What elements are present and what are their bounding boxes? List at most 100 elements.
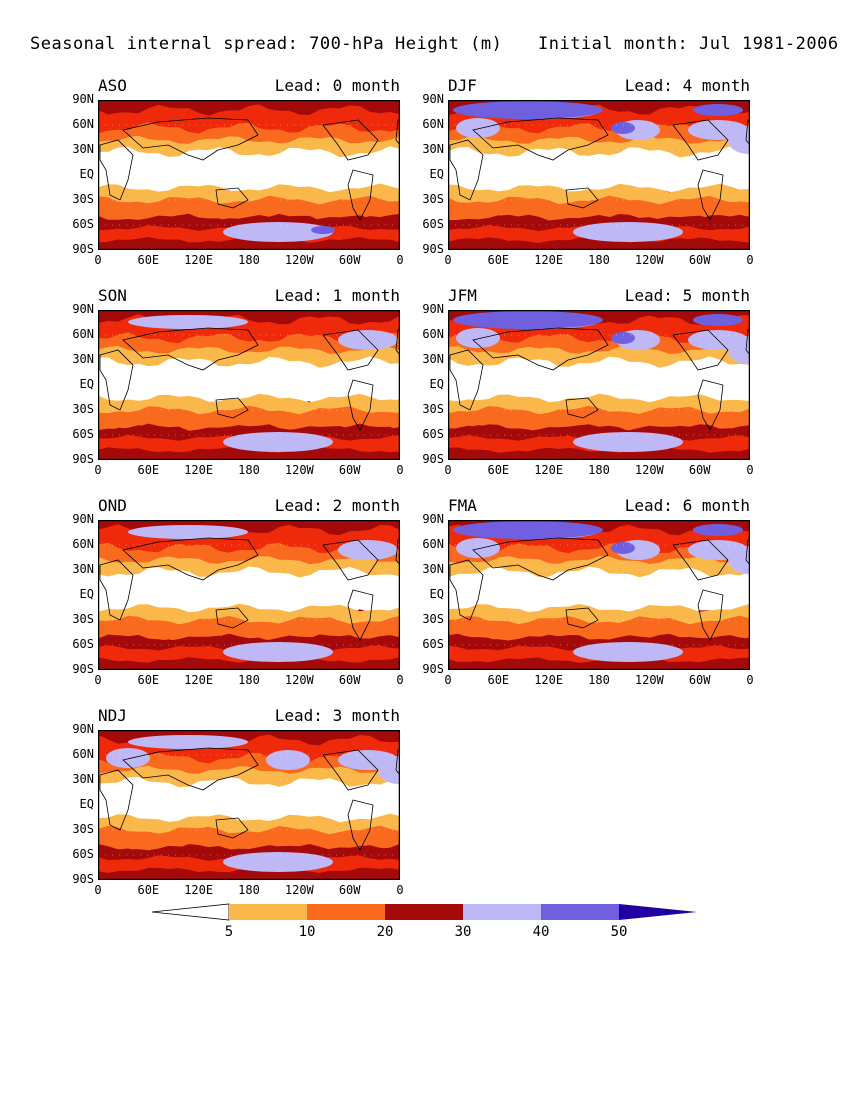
lat-tick-label: 60N [72, 537, 94, 551]
lon-tick-label: 120W [284, 463, 314, 477]
lon-tick-label: 60W [338, 463, 361, 477]
lon-tick-label: 120E [184, 883, 214, 897]
lon-tick-label: 0 [444, 673, 452, 687]
lon-tick-label: 180 [588, 463, 610, 477]
lat-tick-label: 30S [72, 192, 94, 206]
lat-tick-label: 60S [72, 847, 94, 861]
lat-tick-label: 60S [422, 637, 444, 651]
lat-tick-label: 90N [72, 722, 94, 736]
lat-tick-label: 60N [72, 747, 94, 761]
lon-tick-label: 0 [746, 463, 754, 477]
lon-tick-label: 0 [94, 253, 102, 267]
lon-tick-label: 180 [238, 883, 260, 897]
panel-season-label: ASO [98, 76, 127, 95]
lat-tick-label: 30N [72, 562, 94, 576]
lon-tick-label: 60E [137, 463, 160, 477]
lon-tick-label: 60W [688, 673, 711, 687]
spread-map [98, 100, 400, 250]
spread-map [98, 730, 400, 880]
lon-tick-label: 0 [746, 253, 754, 267]
lon-tick-label: 120W [634, 673, 664, 687]
lat-tick-label: 30S [422, 612, 444, 626]
lat-tick-label: 60N [422, 117, 444, 131]
lon-tick-label: 60W [688, 253, 711, 267]
lon-tick-label: 120E [184, 463, 214, 477]
lon-tick-label: 120E [534, 673, 564, 687]
figure-title: Seasonal internal spread: 700-hPa Height… [30, 34, 503, 54]
lat-tick-label: 90S [422, 662, 444, 676]
lon-tick-label: 180 [588, 253, 610, 267]
lon-tick-label: 0 [444, 253, 452, 267]
lat-tick-label: 30N [72, 352, 94, 366]
lon-tick-label: 120E [184, 673, 214, 687]
lon-tick-label: 180 [238, 673, 260, 687]
lat-tick-label: 90S [422, 242, 444, 256]
lat-tick-label: 60N [72, 327, 94, 341]
spread-map [448, 100, 750, 250]
lat-tick-label: 60N [422, 537, 444, 551]
lat-tick-label: 90N [422, 92, 444, 106]
lat-tick-label: EQ [79, 167, 94, 181]
lat-tick-label: 30N [422, 352, 444, 366]
map-panel-aso: ASO Lead: 0 month [98, 76, 400, 250]
lon-tick-label: 120E [534, 253, 564, 267]
map-panel-ndj: NDJ Lead: 3 month [98, 706, 400, 880]
lat-tick-label: 90S [72, 662, 94, 676]
panel-lead-label: Lead: 3 month [274, 706, 400, 725]
lat-tick-label: 90N [422, 302, 444, 316]
lat-tick-label: 30S [422, 192, 444, 206]
lon-tick-label: 60W [338, 253, 361, 267]
panel-season-label: SON [98, 286, 127, 305]
lon-tick-label: 0 [746, 673, 754, 687]
lon-tick-label: 120W [284, 883, 314, 897]
lon-tick-label: 60E [487, 673, 510, 687]
lon-tick-label: 120E [184, 253, 214, 267]
lat-tick-label: EQ [79, 377, 94, 391]
lat-tick-label: EQ [429, 167, 444, 181]
lat-tick-label: 60S [422, 217, 444, 231]
panel-season-label: FMA [448, 496, 477, 515]
lon-tick-label: 60E [487, 253, 510, 267]
spread-map [98, 520, 400, 670]
panel-lead-label: Lead: 1 month [274, 286, 400, 305]
lat-tick-label: 90N [72, 92, 94, 106]
lon-tick-label: 0 [396, 673, 404, 687]
colorbar-segment [463, 904, 541, 920]
lon-tick-label: 120E [534, 463, 564, 477]
lon-tick-label: 60E [137, 673, 160, 687]
lon-tick-label: 0 [94, 883, 102, 897]
colorbar-low-arrow [151, 903, 230, 921]
lat-tick-label: 90N [422, 512, 444, 526]
lon-tick-label: 60E [137, 883, 160, 897]
spread-map [98, 310, 400, 460]
colorbar-segment [385, 904, 463, 920]
panel-lead-label: Lead: 6 month [624, 496, 750, 515]
lat-tick-label: 30S [422, 402, 444, 416]
panel-season-label: NDJ [98, 706, 127, 725]
lat-tick-label: 30N [72, 142, 94, 156]
lon-tick-label: 60E [487, 463, 510, 477]
lat-tick-label: 60N [422, 327, 444, 341]
lon-tick-label: 120W [634, 253, 664, 267]
lon-tick-label: 0 [94, 673, 102, 687]
lat-tick-label: 30N [422, 562, 444, 576]
lat-tick-label: 60S [72, 217, 94, 231]
lon-tick-label: 60W [688, 463, 711, 477]
lon-tick-label: 0 [396, 463, 404, 477]
map-panel-ond: OND Lead: 2 month [98, 496, 400, 670]
lon-tick-label: 60W [338, 673, 361, 687]
lat-tick-label: 30S [72, 402, 94, 416]
colorbar [151, 903, 697, 921]
spread-map [448, 520, 750, 670]
colorbar-tick-label: 50 [610, 924, 628, 940]
panel-season-label: DJF [448, 76, 477, 95]
colorbar-segment [307, 904, 385, 920]
lon-tick-label: 120W [284, 253, 314, 267]
colorbar-high-arrow [619, 904, 697, 920]
lat-tick-label: 90S [72, 872, 94, 886]
panel-season-label: OND [98, 496, 127, 515]
lon-tick-label: 60E [137, 253, 160, 267]
map-panel-jfm: JFM Lead: 5 month [448, 286, 750, 460]
lat-tick-label: 60N [72, 117, 94, 131]
lat-tick-label: EQ [79, 797, 94, 811]
